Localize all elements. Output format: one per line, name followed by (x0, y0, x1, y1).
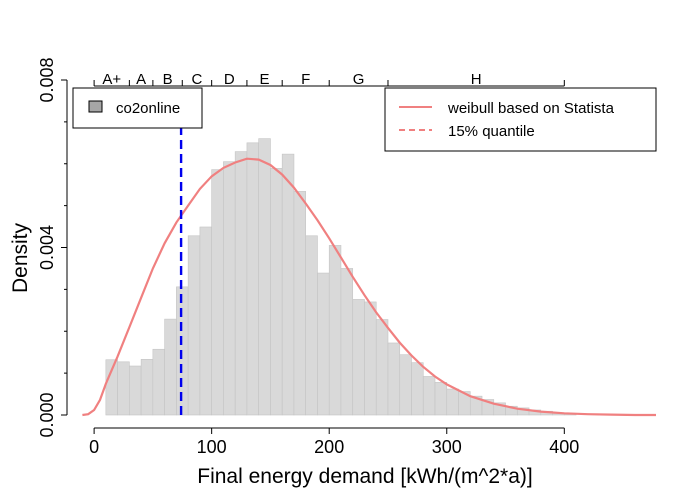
legend-co2online: co2online (72, 87, 203, 129)
histogram-bar (305, 235, 318, 416)
x-tick-label: 0 (89, 437, 99, 457)
histogram-bar (352, 299, 365, 416)
histogram-bar (140, 359, 154, 416)
energy-class-label: G (353, 71, 365, 88)
histogram-bars (105, 138, 577, 416)
y-axis-label: Density (9, 222, 32, 293)
x-ticks: 0 100 200 300 400 (89, 428, 579, 457)
histogram-bar (270, 168, 283, 416)
legend-co2online-label: co2online (116, 100, 180, 117)
legend-curves: weibull based on Statista 15% quantile (384, 87, 657, 152)
histogram-bar (246, 142, 259, 416)
histogram-bar (434, 382, 448, 416)
histogram-bar (328, 245, 342, 416)
energy-class-label: C (192, 71, 203, 88)
histogram-bar (399, 354, 412, 416)
histogram-bar (281, 153, 295, 416)
weibull-density-curve (82, 157, 656, 417)
x-tick-label: 100 (197, 437, 227, 457)
histogram-bar (411, 362, 424, 416)
y-tick-label: 0.004 (37, 225, 57, 270)
energy-class-labels: A+ A B C D E F G H (93, 71, 565, 88)
histogram-bar (129, 365, 142, 416)
legend-co2online-swatch (88, 100, 103, 113)
y-tick-label: 0.000 (37, 392, 57, 437)
legend-quantile-label: 15% quantile (448, 123, 535, 140)
y-axis: 0.000 0.004 0.008 (37, 57, 68, 438)
histogram-bar (293, 191, 306, 416)
energy-class-label: B (163, 71, 173, 88)
energy-class-axis: A+ A B C D E F G H (93, 71, 565, 88)
x-tick-label: 300 (432, 437, 462, 457)
histogram-bar (223, 161, 236, 416)
y-ticks: 0.000 0.004 0.008 (37, 57, 67, 438)
x-tick-label: 400 (549, 437, 579, 457)
histogram-bar (317, 272, 330, 416)
legend-weibull-label: weibull based on Statista (447, 100, 615, 117)
energy-class-label: A (136, 71, 146, 88)
histogram-bar (211, 169, 224, 416)
histogram-bar (340, 268, 354, 416)
x-axis: 0 100 200 300 400 (89, 427, 579, 457)
histogram-bar (164, 318, 177, 416)
histogram-bar (152, 348, 165, 416)
histogram-bar (258, 138, 271, 416)
histogram-bar (387, 342, 401, 416)
histogram-bar (446, 388, 459, 416)
histogram-bar (234, 151, 248, 416)
energy-class-label: E (260, 71, 270, 88)
histogram-bar (117, 361, 130, 416)
x-tick-label: 200 (314, 437, 344, 457)
legend-curves-box (384, 87, 657, 152)
energy-class-label: A+ (102, 71, 121, 88)
energy-class-label: F (301, 71, 310, 88)
histogram-bar (187, 235, 201, 416)
histogram-bar (364, 301, 377, 416)
histogram-bar (199, 226, 212, 416)
histogram-bar (375, 319, 389, 416)
x-axis-label: Final energy demand [kWh/(m^2*a)] (197, 465, 533, 488)
y-tick-label: 0.008 (37, 57, 57, 102)
histogram-bar (422, 376, 436, 416)
energy-class-label: H (471, 71, 482, 88)
energy-class-label: D (224, 71, 235, 88)
